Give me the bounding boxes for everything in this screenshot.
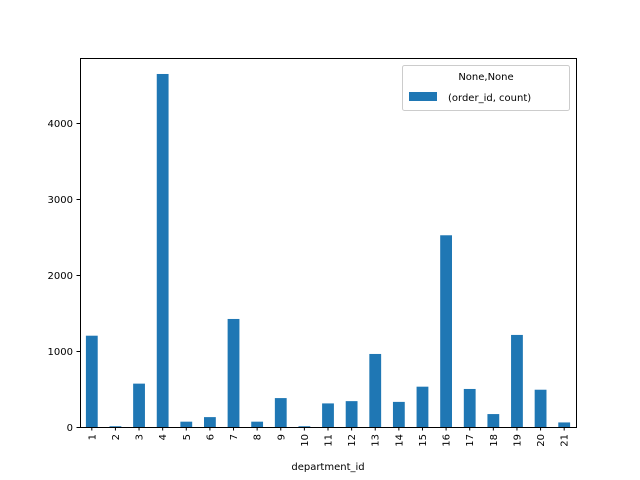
x-tick-label: 10 — [300, 434, 311, 447]
bar-1 — [85, 335, 98, 427]
bar-5 — [180, 421, 193, 427]
bar-6 — [204, 417, 216, 427]
x-tick-label: 5 — [182, 434, 193, 440]
x-tick-label: 2 — [111, 434, 122, 440]
bar-2 — [109, 426, 122, 427]
x-tick-label: 12 — [347, 434, 358, 447]
x-tick-label: 17 — [465, 434, 476, 447]
bar-11 — [322, 403, 334, 427]
bar-10 — [298, 426, 311, 427]
y-tick-label: 3000 — [48, 195, 73, 206]
bar-16 — [440, 235, 452, 427]
x-tick-label: 15 — [418, 434, 429, 447]
x-tick-label: 20 — [536, 434, 547, 447]
legend: None,None (order_id, count) — [402, 65, 570, 111]
y-axis-ticks: 0 1000 2000 3000 4000 — [48, 119, 80, 434]
bar-15 — [416, 386, 429, 427]
x-tick-label: 6 — [205, 434, 216, 440]
bar-13 — [369, 353, 382, 427]
bar-17 — [463, 388, 476, 427]
legend-box — [402, 65, 570, 111]
x-tick-label: 13 — [371, 434, 382, 447]
y-tick-label: 2000 — [48, 271, 73, 282]
x-tick-label: 11 — [324, 434, 335, 447]
bars-group — [85, 73, 571, 427]
y-tick-label: 0 — [67, 423, 73, 434]
x-tick-label: 18 — [489, 434, 500, 447]
x-tick-label: 4 — [158, 434, 169, 440]
bar-12 — [345, 401, 358, 427]
x-tick-label: 7 — [229, 434, 240, 440]
legend-series-label: (order_id, count) — [448, 93, 531, 104]
bar-14 — [392, 401, 405, 427]
bar-4 — [156, 73, 169, 427]
x-tick-label: 14 — [394, 434, 405, 447]
x-tick-label: 1 — [87, 434, 98, 440]
x-tick-label: 21 — [560, 434, 571, 447]
legend-title: None,None — [458, 72, 513, 83]
x-tick-label: 9 — [276, 434, 287, 440]
y-tick-label: 1000 — [48, 347, 73, 358]
x-axis-label: department_id — [291, 462, 364, 473]
bar-21 — [558, 422, 571, 427]
bar-18 — [487, 414, 500, 427]
bar-19 — [511, 334, 523, 427]
plot-frame — [80, 58, 577, 428]
x-axis-ticks: 1 2 3 4 5 6 7 8 9 10 11 12 13 14 15 16 17 18 19 20 21 — [87, 427, 571, 447]
x-tick-label: 3 — [135, 434, 146, 440]
x-tick-label: 16 — [442, 434, 453, 447]
legend-swatch — [409, 92, 437, 101]
bar-20 — [534, 389, 547, 427]
bar-9 — [274, 398, 287, 427]
bar-8 — [251, 421, 264, 427]
bar-3 — [133, 383, 145, 427]
x-tick-label: 19 — [512, 434, 523, 447]
y-tick-label: 4000 — [48, 119, 73, 130]
bar-7 — [227, 318, 240, 427]
x-tick-label: 8 — [253, 434, 264, 440]
